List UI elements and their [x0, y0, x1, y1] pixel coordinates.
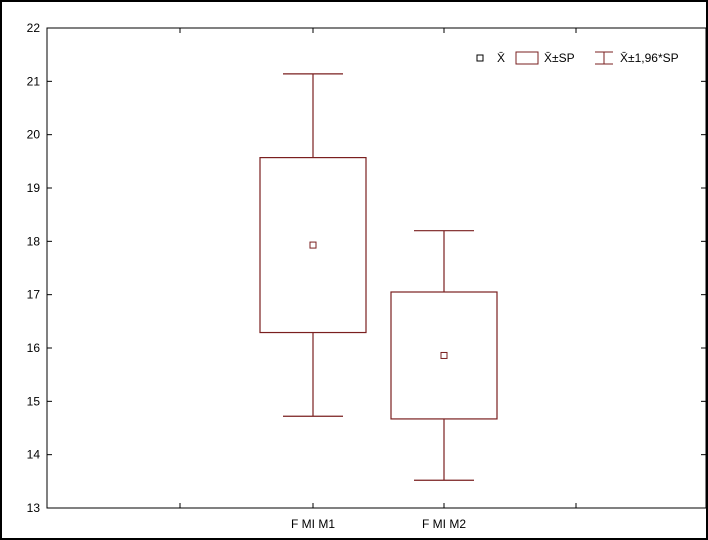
- x-axis: F MI M1 F MI M2: [179, 28, 577, 531]
- y-tick-label: 16: [27, 341, 41, 355]
- x-category-label: F MI M2: [422, 517, 466, 531]
- plot-area-border: [46, 27, 707, 509]
- legend-label-mean: X̄: [497, 51, 505, 65]
- legend-mean-marker-icon: [476, 54, 484, 62]
- mean-marker: [440, 351, 448, 359]
- legend-box-icon: [515, 51, 539, 65]
- y-tick-label: 14: [27, 448, 41, 462]
- y-tick-label: 19: [27, 181, 41, 195]
- y-tick-label: 13: [27, 501, 41, 515]
- box-group: [390, 230, 498, 481]
- mean-marker: [309, 241, 317, 249]
- legend-label-whisker: X̄±1,96*SP: [620, 51, 679, 65]
- box-sd: [390, 291, 498, 420]
- x-category-label: F MI M1: [291, 517, 335, 531]
- y-tick-label: 17: [27, 288, 41, 302]
- box-sd: [259, 157, 367, 334]
- y-axis: 13 14 15 16 17 18 19 20 21 22: [27, 21, 706, 515]
- box-group: [259, 73, 367, 417]
- y-tick-label: 18: [27, 234, 41, 248]
- y-tick-label: 21: [27, 74, 41, 88]
- legend: X̄ X̄±SP X̄±1,96*SP: [476, 51, 679, 65]
- y-tick-label: 20: [27, 128, 41, 142]
- y-tick-label: 15: [27, 394, 41, 408]
- box-series: [259, 73, 498, 481]
- y-tick-label: 22: [27, 21, 41, 35]
- legend-label-box: X̄±SP: [544, 51, 575, 65]
